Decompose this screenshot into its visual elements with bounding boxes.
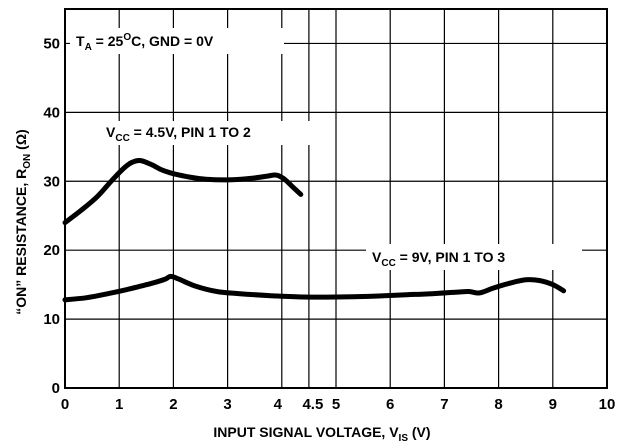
x-tick-label: 8 bbox=[494, 396, 502, 413]
x-tick-label: 4.5 bbox=[302, 396, 323, 413]
series1-label: VCC = 4.5V, PIN 1 TO 2 bbox=[106, 124, 251, 144]
x-tick-label: 3 bbox=[223, 396, 231, 413]
x-tick-labels: 0 1 2 3 4 4.5 5 6 7 8 9 10 bbox=[61, 396, 616, 413]
x-tick-label: 1 bbox=[115, 396, 123, 413]
series-line-2 bbox=[62, 273, 567, 303]
series2-label: VCC = 9V, PIN 1 TO 3 bbox=[372, 249, 505, 269]
y-tick-labels: 0 10 20 30 40 50 bbox=[43, 35, 60, 397]
plot-frame bbox=[64, 8, 608, 389]
x-tick-label: 2 bbox=[169, 396, 177, 413]
series2-label-mask bbox=[366, 244, 582, 270]
curves bbox=[62, 157, 567, 303]
x-tick-label: 10 bbox=[599, 396, 616, 413]
x-tick-label: 9 bbox=[549, 396, 557, 413]
y-tick-label: 30 bbox=[43, 173, 60, 190]
x-tick-label: 4 bbox=[274, 396, 283, 413]
x-tick-label: 6 bbox=[386, 396, 394, 413]
y-axis-title: “ON” RESISTANCE, RON (Ω) bbox=[13, 129, 33, 314]
x-tick-label: 0 bbox=[61, 396, 69, 413]
series1-label-mask bbox=[100, 121, 310, 145]
x-axis-title: INPUT SIGNAL VOLTAGE, VIS (V) bbox=[213, 424, 430, 443]
x-tick-label: 7 bbox=[440, 396, 448, 413]
y-tick-label: 50 bbox=[43, 35, 60, 52]
y-tick-label: 40 bbox=[43, 104, 60, 121]
x-tick-label: 5 bbox=[332, 396, 340, 413]
y-tick-label: 0 bbox=[52, 380, 60, 397]
y-tick-label: 20 bbox=[43, 242, 60, 259]
condition-label: TA = 25OC, GND = 0V bbox=[76, 32, 214, 53]
y-tick-label: 10 bbox=[43, 311, 60, 328]
series-line-1 bbox=[62, 157, 304, 226]
grid-lines bbox=[65, 9, 607, 388]
condition-label-mask bbox=[70, 28, 284, 54]
